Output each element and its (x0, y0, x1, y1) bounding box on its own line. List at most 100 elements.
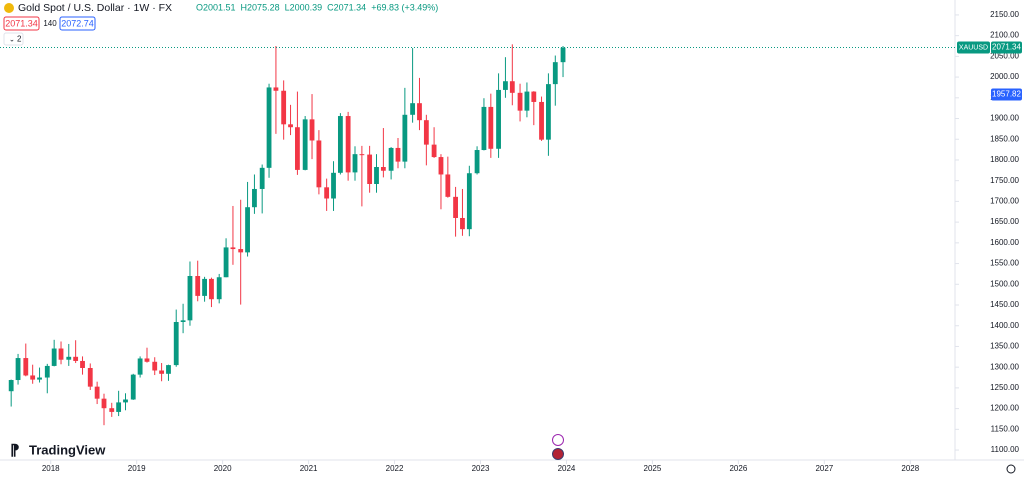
candle-body (245, 207, 250, 253)
settings-icon[interactable] (1006, 464, 1016, 474)
y-tick-label: 1700.00 (990, 197, 1019, 206)
y-tick-label: 1650.00 (990, 217, 1019, 226)
y-tick-label: 1850.00 (990, 134, 1019, 143)
candle-body (8, 380, 14, 392)
sell-price[interactable]: 2071.34 (5, 18, 38, 28)
logo-mark: ⁋ (10, 442, 20, 459)
y-tick-label: 2000.00 (990, 72, 1019, 81)
marker-price-label: 1957.82 (992, 90, 1021, 99)
candle-body (460, 217, 465, 230)
indicators-count[interactable]: 2 (17, 35, 22, 44)
candle-body (187, 276, 193, 321)
chart-title: Gold Spot / U.S. Dollar · 1W · FX (18, 2, 172, 14)
candle-body (44, 365, 50, 378)
spread: 140 (43, 19, 57, 28)
event-icon[interactable] (552, 434, 564, 446)
candle-body (503, 81, 508, 90)
candle-body (51, 348, 57, 366)
candle-body (281, 90, 287, 125)
candle-body (488, 106, 494, 149)
candle-body (87, 368, 93, 387)
candle-body (417, 103, 422, 121)
symbol-tag (957, 41, 990, 54)
candle-body (402, 114, 408, 162)
y-tick-label: 1500.00 (990, 279, 1019, 288)
y-tick-label: 1250.00 (990, 383, 1019, 392)
country-flag-icon[interactable] (552, 448, 564, 460)
candle-body (152, 361, 158, 371)
candle-body (466, 173, 472, 230)
last-price-label: 2071.34 (992, 43, 1021, 52)
y-tick-label: 2150.00 (990, 10, 1019, 19)
x-tick-label: 2026 (729, 464, 747, 473)
candle-body (73, 356, 79, 361)
ohlc-value: O2001.51 (196, 2, 236, 12)
x-tick-label: 2024 (558, 464, 576, 473)
candle-body (173, 322, 179, 366)
x-tick-label: 2022 (386, 464, 404, 473)
last-price-tag (991, 41, 1022, 54)
buy-price[interactable]: 2072.74 (61, 18, 94, 28)
x-tick-label: 2027 (815, 464, 833, 473)
candle-body (374, 167, 379, 184)
candle-body (316, 140, 322, 188)
candle-body (531, 91, 537, 102)
candle-body (410, 103, 416, 115)
logo: TradingView (29, 442, 106, 457)
candle-body (273, 87, 279, 91)
candle-body (359, 154, 365, 156)
x-tick-label: 2020 (214, 464, 232, 473)
candle-body (380, 167, 386, 171)
candle-body (324, 187, 330, 199)
candle-body (517, 92, 523, 111)
y-tick-label: 1150.00 (991, 424, 1020, 433)
y-tick-label: 1900.00 (990, 114, 1019, 123)
ohlc-value: C2071.34 (327, 2, 366, 12)
chevron[interactable]: ⌄ (9, 36, 15, 43)
candle-body (123, 399, 128, 403)
y-tick-label: 1100.00 (991, 445, 1020, 454)
y-tick-label: 1350.00 (990, 342, 1019, 351)
indicators-toggle[interactable] (3, 32, 24, 46)
ohlc-value: H2075.28 (241, 2, 280, 12)
sell-button[interactable] (3, 16, 40, 31)
candle-body (137, 358, 143, 375)
candle-body (37, 377, 42, 380)
candle-body (130, 374, 136, 400)
candle-body (223, 247, 229, 278)
candle-body (159, 370, 165, 374)
candle-body (238, 249, 244, 253)
candle-body (331, 172, 336, 199)
candle-body (367, 154, 373, 184)
candle-body (144, 358, 150, 362)
candle-body (101, 398, 107, 409)
candle-body (552, 62, 558, 85)
candle-body (202, 278, 207, 296)
candle-body (546, 84, 551, 140)
candle-body (80, 360, 85, 368)
candle-body (195, 276, 201, 296)
buy-button[interactable] (59, 16, 96, 31)
y-tick-label: 2050.00 (990, 51, 1019, 60)
candle-body (116, 402, 122, 412)
x-tick-label: 2019 (128, 464, 146, 473)
marker-price-tag (991, 88, 1022, 101)
y-tick-label: 2100.00 (990, 31, 1019, 40)
x-tick-label: 2018 (42, 464, 60, 473)
candle-body (337, 116, 343, 173)
candle-body (180, 320, 186, 322)
plot-area (8, 44, 566, 426)
candle-body (252, 188, 257, 208)
candle-body (230, 247, 236, 250)
candle-body (345, 116, 351, 173)
candle-body (166, 365, 171, 374)
candle-body (259, 167, 265, 189)
candle-body (23, 358, 29, 376)
y-tick-label: 1450.00 (990, 300, 1019, 309)
candle-body (539, 101, 544, 140)
y-tick-label: 1400.00 (990, 321, 1019, 330)
candle-body (15, 358, 21, 381)
symbol-icon (4, 3, 14, 13)
y-tick-label: 1550.00 (990, 259, 1019, 268)
